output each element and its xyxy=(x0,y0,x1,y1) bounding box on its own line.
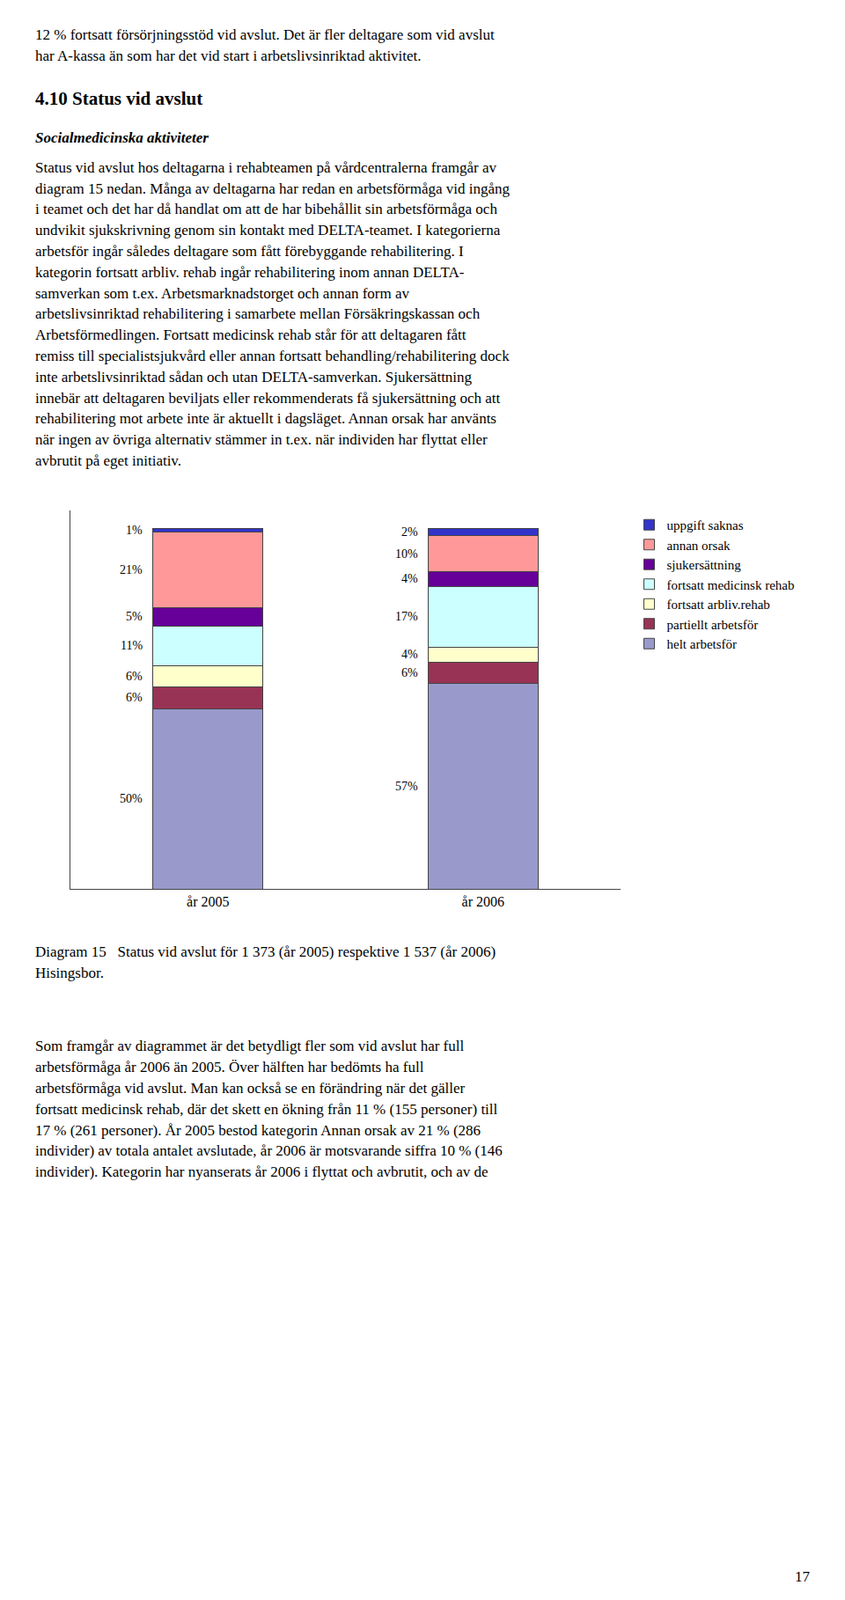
svg-text:17%: 17% xyxy=(395,609,419,624)
svg-text:2%: 2% xyxy=(401,525,419,539)
svg-text:fortsatt arbliv.rehab: fortsatt arbliv.rehab xyxy=(667,597,771,612)
html-text:Diagram 15 Status vid avslut f: Diagram 15 Status vid avslut för 1 373 (… xyxy=(35,943,496,981)
svg-text:11%: 11% xyxy=(120,639,143,653)
svg-text:partiellt arbetsför: partiellt arbetsför xyxy=(667,617,759,632)
svg-text:år 2006: år 2006 xyxy=(462,894,505,910)
svg-text:1%: 1% xyxy=(125,523,143,537)
svg-text:5%: 5% xyxy=(125,609,143,624)
svg-text:4%: 4% xyxy=(401,647,419,662)
html-text:Som framgår av diagrammet är d: Som framgår av diagrammet är det betydli… xyxy=(35,1038,503,1181)
svg-text:10%: 10% xyxy=(395,547,419,561)
html-text:17: 17 xyxy=(794,1568,810,1586)
svg-text:6%: 6% xyxy=(401,666,419,680)
svg-text:år 2005: år 2005 xyxy=(186,894,229,910)
svg-text:fortsatt medicinsk rehab: fortsatt medicinsk rehab xyxy=(667,577,795,592)
html-text:4.10 Status vid avslut: 4.10 Status vid avslut xyxy=(35,87,203,109)
html-text:Status vid avslut hos deltagar: Status vid avslut hos deltagarna i rehab… xyxy=(35,159,510,470)
svg-text:uppgift saknas: uppgift saknas xyxy=(667,518,744,533)
svg-text:4%: 4% xyxy=(401,572,419,586)
svg-text:sjukersättning: sjukersättning xyxy=(667,558,743,573)
svg-text:50%: 50% xyxy=(119,792,143,806)
svg-text:helt arbetsför: helt arbetsför xyxy=(667,637,738,652)
html-text:Socialmedicinska aktiviteter: Socialmedicinska aktiviteter xyxy=(35,129,209,147)
svg-text:21%: 21% xyxy=(119,563,143,577)
html-text:12 % fortsatt försörjningsstöd: 12 % fortsatt försörjningsstöd vid avslu… xyxy=(35,26,495,65)
svg-text:annan orsak: annan orsak xyxy=(667,537,732,552)
svg-text:6%: 6% xyxy=(125,669,143,684)
svg-text:57%: 57% xyxy=(395,779,419,794)
svg-text:6%: 6% xyxy=(125,690,143,705)
